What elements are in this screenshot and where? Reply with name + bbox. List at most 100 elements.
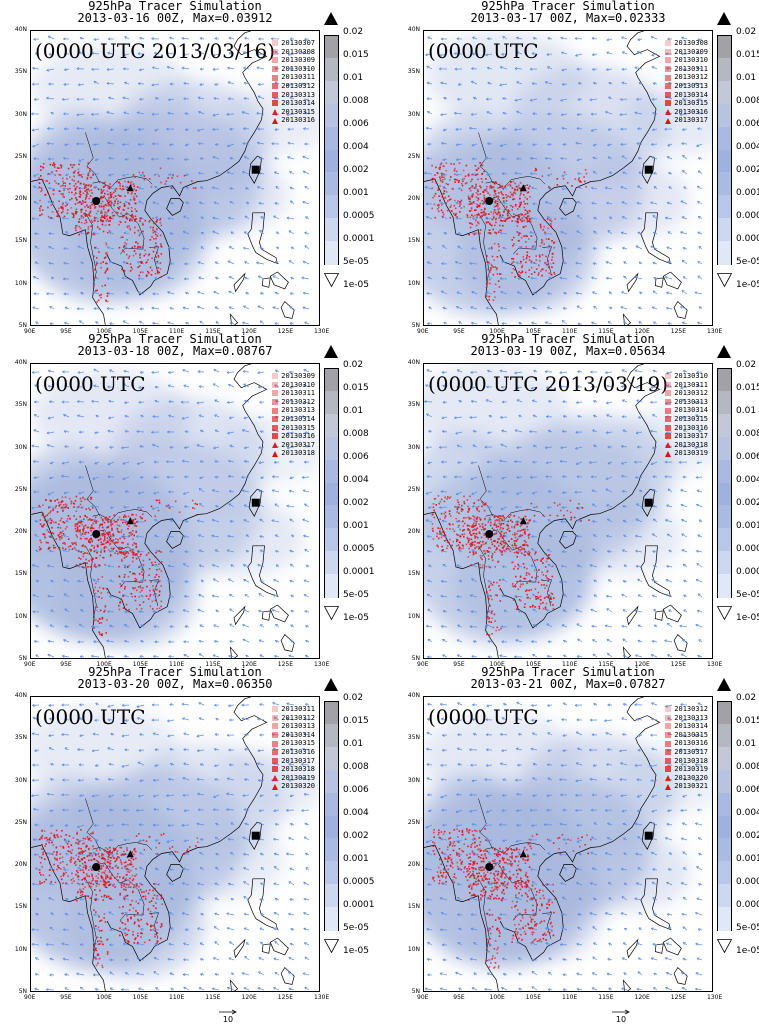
fire-point [493,274,495,276]
fire-point [85,219,87,221]
colorbar-tick-label: 0.01 [736,73,756,83]
fire-point [94,269,96,271]
fire-point [137,186,139,188]
fire-point [119,247,121,249]
fire-point [496,213,498,215]
fire-point [74,170,76,172]
fire-point [553,242,555,244]
fire-point [89,205,91,207]
fire-point [134,193,136,195]
fire-point [65,205,67,207]
fire-point [492,229,494,231]
fire-point [137,243,139,245]
island-outline [281,302,294,319]
legend-entry: 20130315 [272,108,315,117]
fire-point [544,262,546,264]
colorbar-tick-label: 0.02 [736,27,756,37]
fire-point [488,222,490,224]
fire-point [151,270,153,272]
fire-point [531,261,533,263]
fire-point [482,203,484,205]
fire-point [538,272,540,274]
fire-point [128,203,130,205]
fire-point [457,180,459,182]
fire-point [84,223,86,225]
fire-point [489,279,491,281]
fire-point [50,204,52,206]
fire-point [80,183,82,185]
fire-point [507,212,509,214]
fire-point [161,246,163,248]
fire-point [156,219,158,221]
fire-point [122,250,124,252]
fire-point [118,182,120,184]
latitude-tick-label: 15N [0,570,27,577]
fire-point [434,217,436,219]
fire-point [485,214,487,216]
fire-point [534,262,536,264]
fire-point [522,217,524,219]
fire-point [511,209,513,211]
fire-point [96,264,98,266]
fire-point [586,173,588,175]
fire-point [454,181,456,183]
fire-point [563,178,565,180]
fire-point [438,195,440,197]
fire-point [540,225,542,227]
fire-point [87,206,89,208]
fire-point [120,222,122,224]
fire-point [521,266,523,268]
fire-point [517,208,519,210]
wind-arrow-head [123,464,126,465]
fire-point [144,220,146,222]
fire-point [550,226,552,228]
fire-point [520,272,522,274]
fire-point [98,251,100,253]
fire-point [101,192,103,194]
fire-point [535,255,537,257]
fire-point [442,196,444,198]
fire-point [450,217,452,219]
fire-point [498,231,500,233]
fire-point [154,247,156,249]
square-marker-icon [665,40,671,46]
fire-point [88,184,90,186]
fire-point [513,258,515,260]
fire-point [88,228,90,230]
fire-point [474,215,476,217]
fire-point [528,191,530,193]
fire-point [142,224,144,226]
fire-point [450,198,452,200]
latitude-tick-label: 30N [0,111,27,118]
fire-point [516,253,518,255]
fire-point [94,217,96,219]
fire-point [39,187,41,189]
fire-point [123,203,125,205]
square-marker-icon [665,75,671,81]
fire-point [153,238,155,240]
fire-point [139,172,141,174]
fire-point [79,226,81,228]
fire-point [548,245,550,247]
fire-point [484,197,486,199]
fire-point [67,209,69,211]
fire-point [160,268,162,270]
fire-point [585,186,587,188]
fire-point [520,182,522,184]
fire-point [581,181,583,183]
fire-point [129,256,131,258]
legend-entry: 20130309 [665,48,708,57]
fire-point [60,185,62,187]
fire-point [80,209,82,211]
fire-point [546,238,548,240]
fire-point [148,255,150,257]
fire-point [494,209,496,211]
fire-point [540,224,542,226]
fire-point [91,220,93,222]
fire-point [139,257,141,259]
fire-point [542,241,544,243]
legend-date-label: 20130313 [674,82,708,91]
fire-point [100,267,102,269]
fire-point [454,205,456,207]
latitude-tick-label: 20N [0,195,27,202]
